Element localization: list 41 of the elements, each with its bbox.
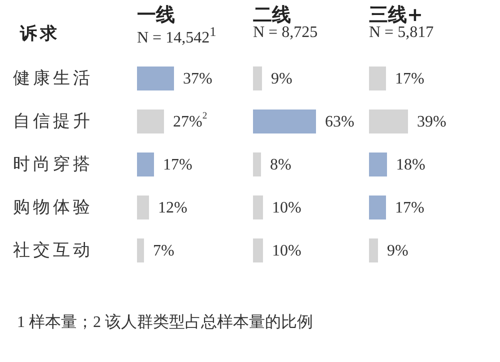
text: 1 样本量；2 该人群类型占总样本量的比例 [17, 312, 313, 333]
y-tick-label: 时尚穿搭 [13, 154, 93, 174]
bar [253, 238, 263, 262]
chart-title: 二线 [253, 3, 291, 26]
data-label: 18% [396, 156, 426, 173]
bar [253, 109, 316, 134]
data-label: 7% [153, 242, 174, 259]
data-label: 9% [387, 242, 408, 259]
bar [137, 152, 154, 176]
bar [369, 195, 386, 220]
bar [137, 109, 164, 134]
data-label: 10% [272, 242, 302, 259]
data-label: 63% [325, 112, 354, 130]
bar [369, 238, 378, 262]
y-tick-label: 自信提升 [13, 112, 93, 132]
y-axis-title: 诉求 [20, 23, 60, 45]
y-tick-label: 社交互动 [13, 240, 93, 260]
chart-subtitle: N = 5,817 [369, 24, 434, 42]
bar [369, 66, 386, 90]
data-label: 39% [417, 112, 446, 130]
bar [137, 66, 174, 90]
data-label: 17% [395, 70, 424, 87]
data-label: 9% [271, 70, 292, 87]
bar [253, 195, 263, 220]
bar [253, 66, 262, 90]
y-tick-label: 购物体验 [13, 198, 93, 218]
data-label: 8% [270, 156, 292, 173]
y-tick-label: 健康生活 [13, 68, 93, 88]
data-label: 17% [163, 156, 192, 173]
chart-title: 三线+ [369, 3, 423, 26]
bar [137, 238, 144, 262]
bar [369, 109, 408, 134]
bar [369, 152, 387, 176]
chart-subtitle: N = 8,725 [253, 24, 318, 42]
data-label: 10% [272, 198, 302, 216]
bar [253, 152, 261, 176]
data-label: 17% [395, 198, 424, 216]
data-label: 12% [158, 198, 188, 216]
data-label: 27%$^{2}$ [173, 110, 208, 130]
bar [137, 195, 149, 220]
data-label: 37% [183, 70, 212, 87]
